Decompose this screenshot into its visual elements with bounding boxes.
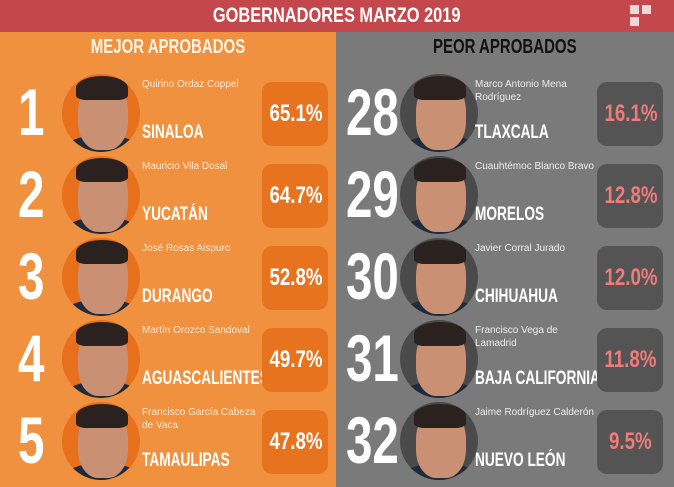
approval-value: 52.8% xyxy=(269,264,323,291)
approval-value: 49.7% xyxy=(269,346,323,373)
state-name: YUCATÁN xyxy=(142,204,208,225)
approval-box: 52.8% xyxy=(262,246,328,310)
approval-value: 47.8% xyxy=(269,428,323,455)
approval-value: 16.1% xyxy=(604,100,658,127)
approval-value: 12.8% xyxy=(604,182,658,209)
best-heading: MEJOR APROBADOS xyxy=(90,36,246,58)
best-governor-row: 2 Mauricio Vila Dosal YUCATÁN 64.7% xyxy=(0,154,336,236)
governor-photo xyxy=(62,320,140,398)
governor-name: Mauricio Vila Dosal xyxy=(142,161,228,172)
rank-number: 28 xyxy=(346,75,399,149)
governor-photo xyxy=(400,238,478,316)
worst-approved-panel: PEOR APROBADOS 28 Marco Antonio Mena Rod… xyxy=(336,32,674,487)
state-name: CHIHUAHUA xyxy=(475,286,558,307)
approval-box: 12.0% xyxy=(597,246,663,310)
rank-number: 4 xyxy=(18,321,45,395)
best-governor-row: 4 Martín Orozco Sandoval AGUASCALIENTES … xyxy=(0,318,336,400)
best-governor-row: 3 José Rosas Aispuro DURANGO 52.8% xyxy=(0,236,336,318)
state-name: TAMAULIPAS xyxy=(142,450,230,471)
approval-value: 65.1% xyxy=(269,100,323,127)
worst-governor-row: 32 Jaime Rodríguez Calderón NUEVO LEÓN 9… xyxy=(336,400,674,482)
approval-box: 12.8% xyxy=(597,164,663,228)
rank-number: 31 xyxy=(346,321,399,395)
governor-photo xyxy=(62,238,140,316)
approval-box: 47.8% xyxy=(262,410,328,474)
page-title: GOBERNADORES MARZO 2019 xyxy=(213,4,461,27)
best-approved-panel: MEJOR APROBADOS 1 Quirino Ordaz Coppel S… xyxy=(0,32,336,487)
state-name: SINALOA xyxy=(142,122,204,143)
governor-name: Marco Antonio Mena Rodríguez xyxy=(475,79,567,103)
rank-number: 29 xyxy=(346,157,399,231)
governor-photo xyxy=(400,320,478,398)
approval-value: 9.5% xyxy=(608,428,652,455)
worst-governor-row: 31 Francisco Vega de Lamadrid BAJA CALIF… xyxy=(336,318,674,400)
governor-name: Jaime Rodríguez Calderón xyxy=(475,407,594,418)
worst-governor-row: 30 Javier Corral Jurado CHIHUAHUA 12.0% xyxy=(336,236,674,318)
title-bar: GOBERNADORES MARZO 2019 xyxy=(0,0,674,32)
approval-box: 64.7% xyxy=(262,164,328,228)
rank-number: 32 xyxy=(346,403,399,477)
governor-name: Quirino Ordaz Coppel xyxy=(142,79,239,90)
state-name: AGUASCALIENTES xyxy=(142,368,269,389)
best-governor-row: 5 Francisco García Cabeza de Vaca TAMAUL… xyxy=(0,400,336,482)
approval-box: 9.5% xyxy=(597,410,663,474)
governor-photo xyxy=(400,402,478,480)
governor-name: Cuauhtémoc Blanco Bravo xyxy=(475,161,594,172)
logo-icon xyxy=(630,5,652,27)
worst-heading: PEOR APROBADOS xyxy=(433,36,577,58)
governor-name: Javier Corral Jurado xyxy=(475,243,566,254)
approval-value: 64.7% xyxy=(269,182,323,209)
state-name: NUEVO LEÓN xyxy=(475,450,566,471)
rank-number: 3 xyxy=(18,239,45,313)
governor-photo xyxy=(62,74,140,152)
approval-value: 12.0% xyxy=(604,264,658,291)
rank-number: 30 xyxy=(346,239,399,313)
governor-photo xyxy=(400,156,478,234)
governor-photo xyxy=(62,402,140,480)
governor-name: Martín Orozco Sandoval xyxy=(142,325,250,336)
state-name: DURANGO xyxy=(142,286,213,307)
state-name: BAJA CALIFORNIA xyxy=(475,368,600,389)
rank-number: 5 xyxy=(18,403,45,477)
governor-photo xyxy=(62,156,140,234)
best-governor-row: 1 Quirino Ordaz Coppel SINALOA 65.1% xyxy=(0,72,336,154)
rank-number: 1 xyxy=(18,75,45,149)
governor-name: Francisco Vega de Lamadrid xyxy=(475,325,558,349)
rank-number: 2 xyxy=(18,157,45,231)
governor-photo xyxy=(400,74,478,152)
approval-box: 49.7% xyxy=(262,328,328,392)
governor-name: Francisco García Cabeza de Vaca xyxy=(142,407,256,431)
worst-governor-row: 28 Marco Antonio Mena Rodríguez TLAXCALA… xyxy=(336,72,674,154)
approval-box: 16.1% xyxy=(597,82,663,146)
approval-box: 65.1% xyxy=(262,82,328,146)
worst-governor-row: 29 Cuauhtémoc Blanco Bravo MORELOS 12.8% xyxy=(336,154,674,236)
approval-value: 11.8% xyxy=(604,346,657,373)
state-name: TLAXCALA xyxy=(475,122,549,143)
governor-name: José Rosas Aispuro xyxy=(142,243,231,254)
approval-box: 11.8% xyxy=(597,328,663,392)
state-name: MORELOS xyxy=(475,204,545,225)
